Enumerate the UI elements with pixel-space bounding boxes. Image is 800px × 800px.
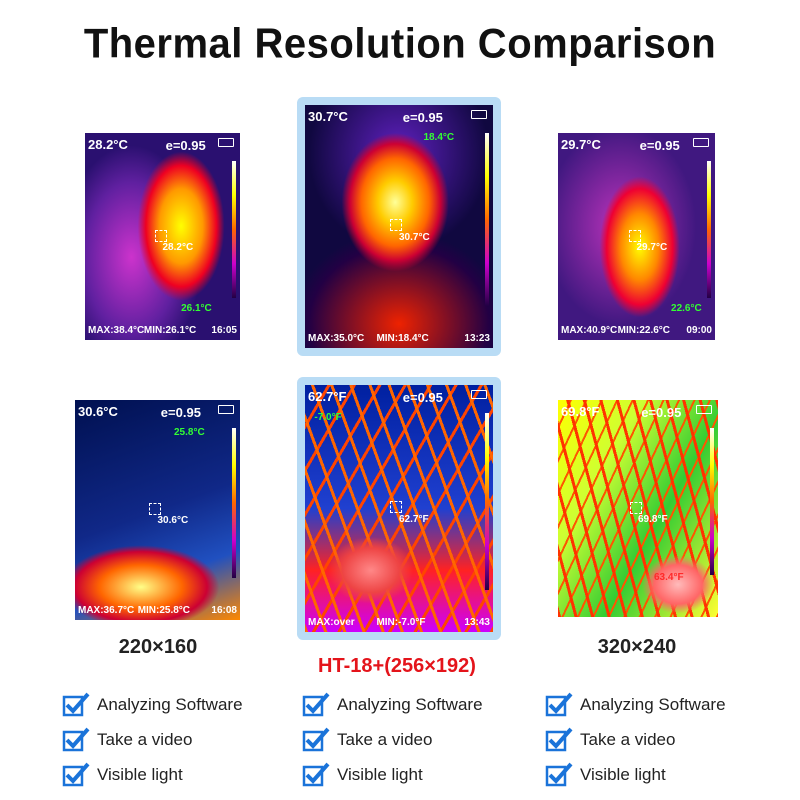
color-scale [485,413,489,590]
thermal-image: 28.2°C e=0.95 28.2°C 26.1°C MAX:38.4°C MIN:26… [85,133,240,340]
center-temp: 29.7°C [636,241,668,253]
color-scale [232,428,236,578]
marker-temp: 18.4°C [423,132,455,143]
temp-readout: 62.7°F [308,389,347,404]
clock: 09:00 [686,325,712,336]
clock: 16:05 [211,325,237,336]
emissivity: e=0.95 [402,110,443,125]
marker-temp: 63.4°F [654,572,684,583]
center-temp: 28.2°C [162,241,194,253]
check-icon [302,726,330,752]
marker-temp: 25.8°C [174,427,205,438]
clock: 13:43 [464,617,490,628]
max-temp: MAX:35.0°C [308,333,365,344]
color-scale [232,161,236,298]
feature-text: Analyzing Software [97,695,243,714]
feature-text: Analyzing Software [337,695,483,714]
min-temp: MIN:-7.0°F [376,617,426,628]
crosshair [389,219,402,232]
crosshair [154,230,167,243]
check-svg [62,692,90,717]
emissivity: e=0.95 [165,138,206,153]
crosshair [149,503,162,516]
max-temp: MAX:40.9°C [561,325,618,336]
check-icon [62,761,90,787]
emissivity: e=0.95 [160,405,201,420]
color-scale [710,428,714,575]
min-temp: MIN:26.1°C [143,325,197,336]
check-svg [545,727,573,752]
resolution-label: HT-18+(256×192) [318,655,476,677]
center-temp: 62.7°F [399,513,429,525]
check-icon [302,761,330,787]
check-svg [62,762,90,787]
feature-text: Take a video [580,730,676,749]
feature-text: Take a video [337,730,433,749]
check-svg [545,762,573,787]
check-icon [545,761,573,787]
thermal-image: 29.7°C e=0.95 29.7°C 22.6°C MAX:40.9°C MIN:22… [558,133,715,340]
thermal-image: 62.7°F e=0.95 62.7°F -7.0°F MAX:over MIN:-7.0… [305,385,493,632]
thermal-image: 69.8°F e=0.95 69.8°F 63.4°F [558,400,718,617]
check-icon [62,726,90,752]
resolution-label: 220×160 [118,636,198,658]
max-temp: MAX:36.7°C [78,605,135,616]
check-icon [545,726,573,752]
feature-text: Take a video [97,730,193,749]
emissivity: e=0.95 [639,138,680,153]
battery-icon [218,405,234,414]
check-svg [62,727,90,752]
check-icon [302,691,330,717]
marker-temp: 22.6°C [671,303,702,314]
thermal-image: 30.6°C e=0.95 30.6°C 25.8°C MAX:36.7°C MIN:25… [75,400,240,620]
check-svg [302,692,330,717]
clock: 16:08 [211,605,237,616]
center-temp: 30.6°C [157,515,189,526]
marker-temp: -7.0°F [314,412,342,423]
check-icon [545,691,573,717]
min-temp: MIN:25.8°C [137,605,191,616]
marker-temp: 26.1°C [181,303,212,314]
feature-text: Visible light [337,765,423,784]
max-temp: MAX:38.4°C [88,325,145,336]
resolution-label: 320×240 [597,636,677,658]
page-title: Thermal Resolution Comparison [83,20,717,68]
crosshair [628,230,641,243]
clock: 13:23 [464,333,490,344]
color-scale [485,133,489,306]
check-svg [545,692,573,717]
battery-icon [471,390,487,399]
check-svg [302,762,330,787]
emissivity: e=0.95 [402,390,443,405]
emissivity: e=0.95 [641,405,682,420]
color-scale [707,161,711,298]
temp-readout: 30.7°C [308,109,348,124]
min-temp: MIN:22.6°C [617,325,670,336]
battery-icon [696,405,712,414]
battery-icon [218,138,234,147]
battery-icon [471,110,487,119]
check-icon [62,691,90,717]
max-temp: MAX:over [308,617,355,628]
temp-readout: 28.2°C [88,137,128,152]
battery-icon [693,138,709,147]
feature-text: Visible light [580,765,666,784]
temp-readout: 30.6°C [78,404,118,419]
crosshair [630,501,642,514]
center-temp: 69.8°F [638,513,668,525]
check-svg [302,727,330,752]
feature-text: Analyzing Software [580,695,726,714]
feature-text: Visible light [97,765,183,784]
thermal-image: 30.7°C e=0.95 30.7°C 18.4°C MAX:35.0°C MIN:18… [305,105,493,348]
min-temp: MIN:18.4°C [376,333,429,344]
temp-readout: 69.8°F [561,404,600,419]
center-temp: 30.7°C [399,231,430,243]
crosshair [389,501,402,514]
temp-readout: 29.7°C [561,137,601,152]
